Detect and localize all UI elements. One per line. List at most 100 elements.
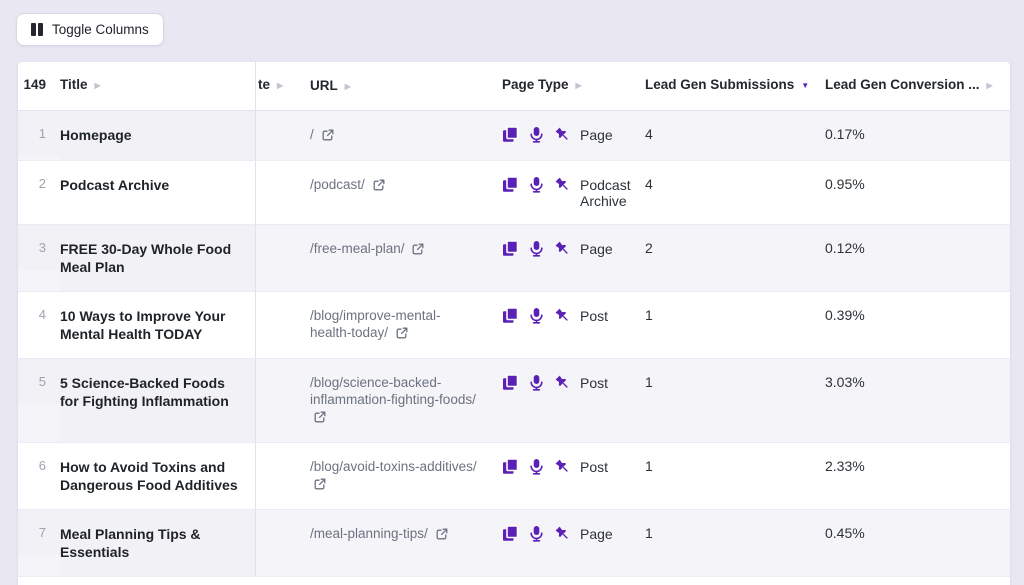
row-title-cell: 10 Ways to Improve Your Mental Health TO… — [60, 291, 256, 358]
url-link[interactable]: / — [310, 127, 334, 142]
row-title-cell: FREE 30-Day Whole Food Meal Plan — [60, 224, 256, 291]
row-number: 1 — [18, 110, 60, 156]
page-type-cell: Podcast Archive — [502, 161, 645, 224]
row-number: 4 — [38, 306, 46, 322]
date-cell-empty — [256, 161, 310, 191]
pages-icon — [503, 126, 519, 142]
pushpin-icon — [555, 375, 568, 388]
pushpin-icon — [555, 241, 568, 254]
sort-arrow-icon: ▶ — [344, 81, 351, 91]
submissions-value: 1 — [645, 373, 653, 390]
pushpin-icon — [555, 308, 568, 321]
toggle-columns-label: Toggle Columns — [52, 22, 149, 37]
page-type-label: Page — [580, 240, 613, 257]
pushpin-icon — [555, 177, 568, 190]
pages-icon — [503, 240, 519, 256]
page-type-cell: Post — [502, 292, 645, 339]
url-link[interactable]: /free-meal-plan/ — [310, 241, 424, 256]
page-type-cell: Page — [502, 111, 645, 158]
table-header-row: 149 Title ▶ te ▶ URL ▶ Page Type ▶ Lead Gen … — [18, 62, 1010, 111]
url-link[interactable]: /meal-planning-tips/ — [310, 526, 448, 541]
row-title-cell: 5 Science-Backed Foods for Fighting Infl… — [60, 358, 256, 442]
pages-icon — [503, 307, 519, 323]
url-link[interactable]: /blog/avoid-toxins-additives/ — [310, 459, 477, 491]
microphone-icon — [530, 458, 543, 475]
submissions-value: 4 — [645, 125, 653, 142]
columns-icon — [31, 23, 43, 36]
pushpin-icon — [555, 526, 568, 539]
url-cell: / — [310, 111, 502, 160]
table-body: 1 Homepage / Page 4 0.17% 2 Podcast Arch… — [18, 110, 1010, 577]
column-header-date-truncated[interactable]: te ▶ — [258, 77, 284, 92]
external-link-icon — [436, 527, 448, 544]
table-row: 7 Meal Planning Tips & Essentials /meal-… — [18, 509, 1010, 577]
external-link-icon — [373, 178, 385, 195]
conversion-value: 0.39% — [825, 306, 865, 323]
row-number: 7 — [18, 509, 60, 555]
column-header-conversion[interactable]: Lead Gen Conversion ... ▶ — [825, 77, 993, 92]
url-cell: /blog/improve-mental-health-today/ — [310, 292, 502, 358]
page-type-label: Post — [580, 374, 609, 391]
row-number: 5 — [18, 358, 60, 404]
conversion-value: 0.45% — [825, 524, 865, 541]
row-number: 3 — [18, 224, 60, 270]
date-cell-empty — [256, 359, 310, 389]
url-link[interactable]: /blog/improve-mental-health-today/ — [310, 308, 441, 340]
microphone-icon — [530, 525, 543, 542]
submissions-value: 1 — [645, 457, 653, 474]
next-row-sliver — [18, 576, 1010, 585]
pages-icon — [503, 176, 519, 192]
row-title-cell: Meal Planning Tips & Essentials — [60, 509, 256, 576]
column-header-url[interactable]: URL ▶ — [310, 78, 351, 93]
page-title-text: Meal Planning Tips & Essentials — [60, 525, 201, 560]
microphone-icon — [530, 307, 543, 324]
sort-arrow-down-icon: ▼ — [801, 80, 810, 90]
conversion-value: 0.17% — [825, 125, 865, 142]
date-cell-empty — [256, 225, 310, 255]
page-type-label: Page — [580, 525, 613, 542]
page-type-cell: Page — [502, 510, 645, 557]
toggle-columns-button[interactable]: Toggle Columns — [16, 13, 164, 46]
page-title-text: Homepage — [60, 126, 132, 143]
pages-icon — [503, 458, 519, 474]
page-type-cell: Page — [502, 225, 645, 272]
sort-arrow-icon: ▶ — [94, 80, 101, 90]
row-title-cell: How to Avoid Toxins and Dangerous Food A… — [60, 442, 256, 509]
pages-icon — [503, 525, 519, 541]
url-cell: /podcast/ — [310, 161, 502, 210]
page-title-text: How to Avoid Toxins and Dangerous Food A… — [60, 458, 238, 493]
microphone-icon — [530, 374, 543, 391]
microphone-icon — [530, 126, 543, 143]
pages-icon — [503, 374, 519, 390]
date-cell-empty — [256, 292, 310, 322]
page-type-cell: Post — [502, 359, 645, 406]
row-count: 149 — [23, 77, 46, 92]
column-header-title[interactable]: Title ▶ — [60, 62, 256, 110]
pushpin-icon — [555, 127, 568, 140]
page-title-text: FREE 30-Day Whole Food Meal Plan — [60, 240, 232, 275]
table-row: 2 Podcast Archive /podcast/ Podcast Arch… — [18, 160, 1010, 225]
url-cell: /blog/science-backed-inflammation-fighti… — [310, 359, 502, 442]
conversion-value: 3.03% — [825, 373, 865, 390]
microphone-icon — [530, 176, 543, 193]
page-title-text: 10 Ways to Improve Your Mental Health TO… — [60, 307, 226, 342]
external-link-icon — [396, 326, 408, 343]
sort-arrow-icon: ▶ — [575, 80, 582, 90]
microphone-icon — [530, 240, 543, 257]
page-type-label: Page — [580, 126, 613, 143]
table-row: 1 Homepage / Page 4 0.17% — [18, 110, 1010, 161]
page-type-label: Post — [580, 458, 609, 475]
conversion-value: 0.12% — [825, 239, 865, 256]
column-header-submissions[interactable]: Lead Gen Submissions ▼ — [645, 77, 810, 92]
url-link[interactable]: /blog/science-backed-inflammation-fighti… — [310, 375, 476, 424]
column-header-page-type[interactable]: Page Type ▶ — [502, 77, 582, 92]
submissions-value: 2 — [645, 239, 653, 256]
row-number: 6 — [38, 457, 46, 473]
submissions-value: 4 — [645, 175, 653, 192]
date-cell-empty — [256, 111, 310, 141]
date-cell-empty — [256, 510, 310, 540]
submissions-value: 1 — [645, 306, 653, 323]
analytics-table: 149 Title ▶ te ▶ URL ▶ Page Type ▶ Lead Gen … — [18, 62, 1010, 585]
url-link[interactable]: /podcast/ — [310, 177, 385, 192]
page-title-text: 5 Science-Backed Foods for Fighting Infl… — [60, 374, 229, 409]
